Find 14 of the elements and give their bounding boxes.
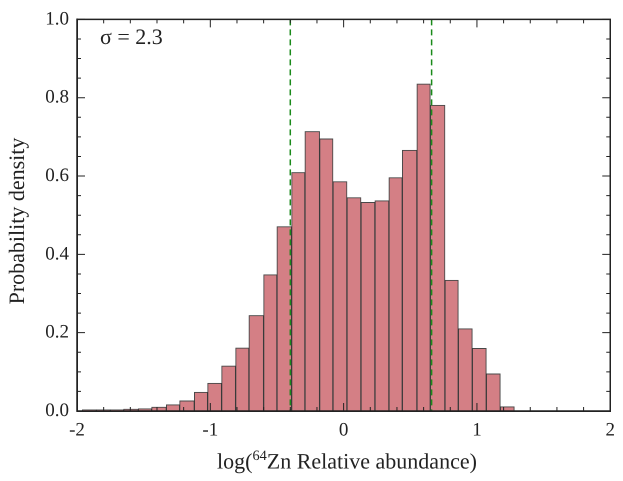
y-tick-label: 0.4 — [45, 243, 70, 264]
x-tick-label: -1 — [202, 419, 218, 440]
x-tick-label: 0 — [338, 419, 348, 440]
annotation: σ = 2.3 — [100, 24, 163, 50]
y-tick-label: 0.6 — [45, 165, 69, 186]
x-tick-label: 1 — [472, 419, 482, 440]
x-axis-title: log($^{64}$Zn Relative abundance) — [216, 448, 478, 474]
y-tick-label: 0.0 — [45, 400, 69, 421]
x-tick-label: 2 — [606, 419, 615, 440]
y-tick-label: 1.0 — [45, 8, 69, 30]
y-tick-label: 0.2 — [45, 322, 69, 343]
y-tick-label: 0.8 — [45, 86, 69, 108]
x-tick-label: -2 — [69, 419, 85, 440]
y-axis-title: Probability density — [4, 136, 30, 306]
